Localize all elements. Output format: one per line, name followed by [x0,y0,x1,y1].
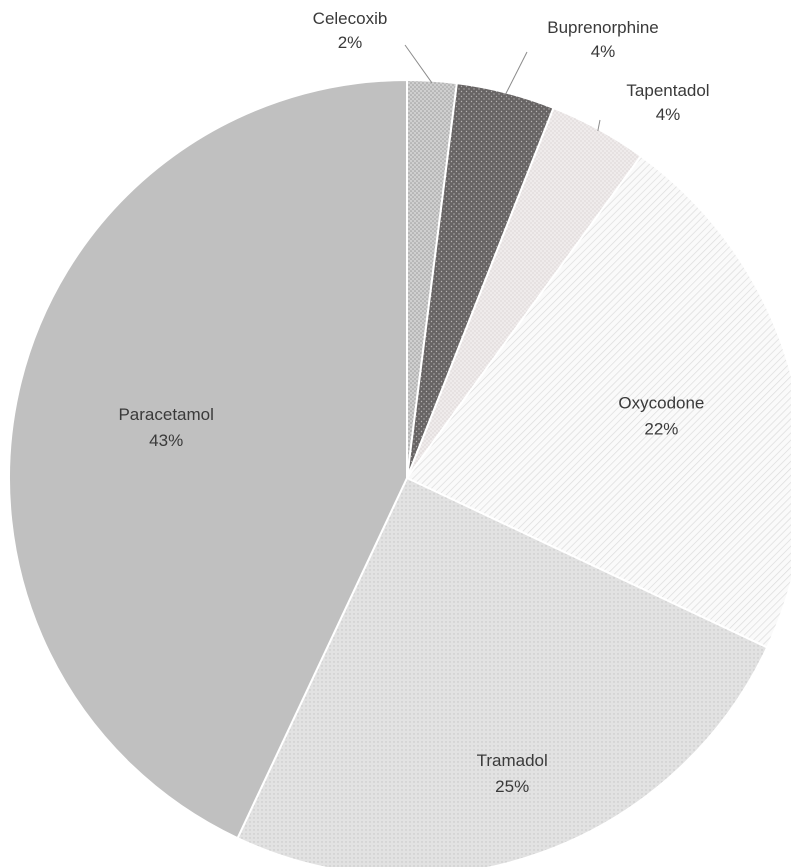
slice-label-celecoxib: Celecoxib [313,9,388,28]
slice-label-buprenorphine: Buprenorphine [547,18,659,37]
slice-value-oxycodone: 22% [644,420,678,439]
pie-slices [9,80,791,867]
slice-label-paracetamol: Paracetamol [118,405,213,424]
slice-value-tapentadol: 4% [656,105,681,124]
slice-label-tramadol: Tramadol [477,751,548,770]
leader-line-celecoxib [405,45,432,83]
slice-value-celecoxib: 2% [338,33,363,52]
slice-value-buprenorphine: 4% [591,42,616,61]
slice-value-paracetamol: 43% [149,431,183,450]
slice-label-tapentadol: Tapentadol [626,81,709,100]
slice-value-tramadol: 25% [495,777,529,796]
leader-line-buprenorphine [506,52,528,94]
slice-label-oxycodone: Oxycodone [618,394,704,413]
